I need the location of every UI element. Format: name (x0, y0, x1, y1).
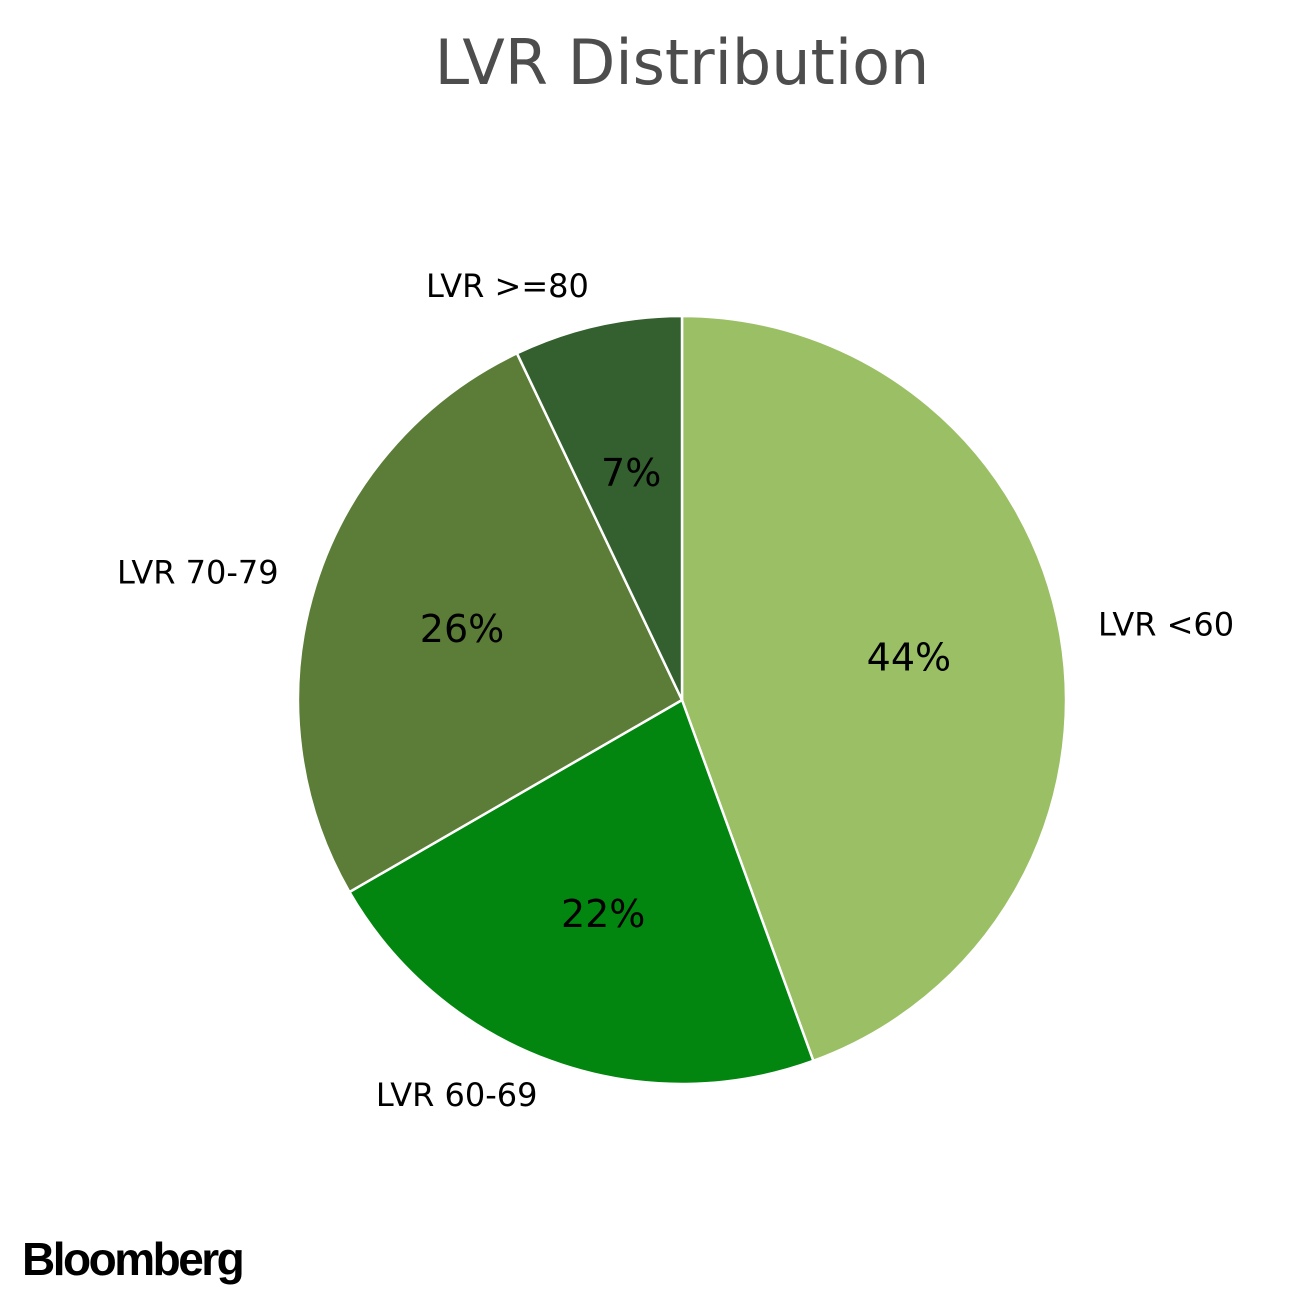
pie-slice (348, 698, 815, 1086)
slice-percent-label: 7% (601, 451, 661, 495)
slice-category-label: LVR <60 (1098, 606, 1234, 644)
slice-percent-label: 44% (867, 636, 951, 680)
slice-percent-label: 22% (561, 892, 645, 936)
chart-title: LVR Distribution (435, 26, 930, 99)
pie-slice (296, 352, 684, 894)
pie-labels: LVR <60 44% LVR 60-69 22% LVR 70-79 26% LVR >=… (117, 267, 1234, 1114)
pie-slices (296, 314, 1068, 1086)
slice-category-label: LVR 70-79 (117, 554, 279, 592)
pie-slice (515, 314, 684, 702)
pie-slice (680, 314, 1068, 1063)
slice-category-label: LVR >=80 (426, 267, 589, 305)
bloomberg-logo: Bloomberg (22, 1233, 245, 1285)
slice-category-label: LVR 60-69 (376, 1076, 538, 1114)
slice-percent-label: 26% (420, 607, 504, 651)
